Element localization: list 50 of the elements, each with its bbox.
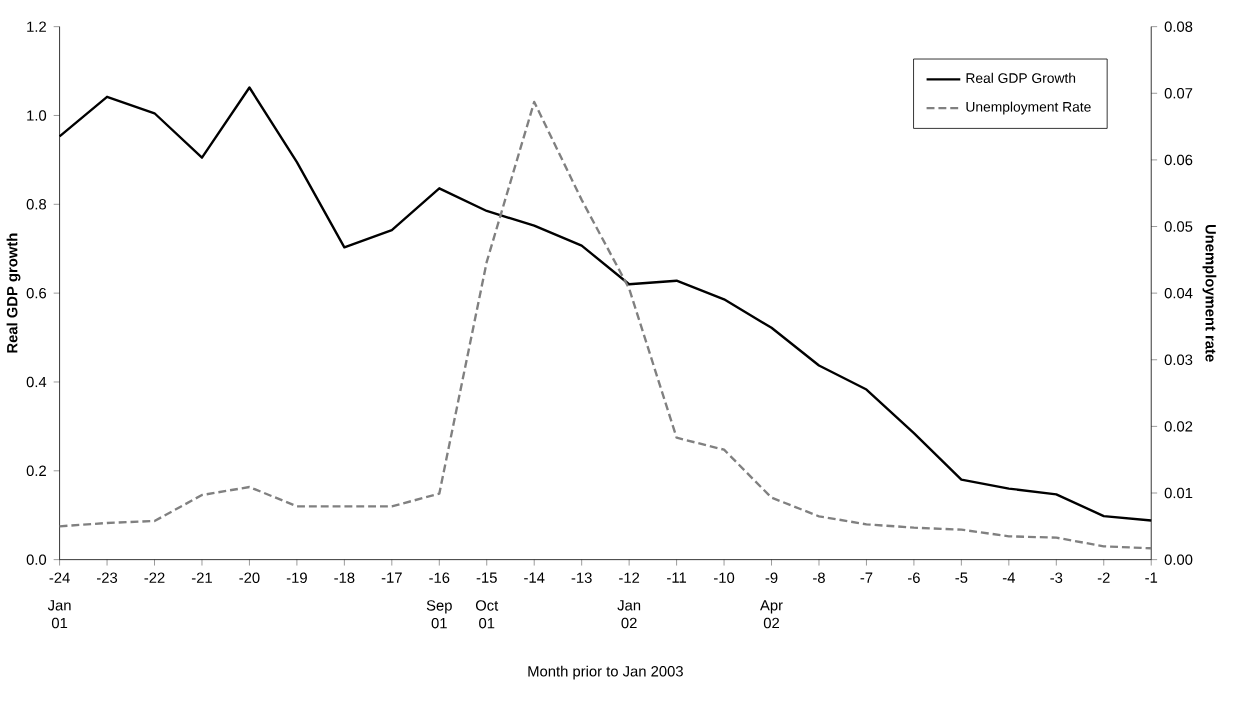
y2-tick-label: 0.04 (1164, 288, 1193, 299)
x-tick-label: -24 (49, 572, 70, 584)
x-tick-label: -8 (813, 572, 825, 584)
y2-axis-title: Unemployment rate (1202, 225, 1217, 362)
x-tick-label: -7 (860, 572, 873, 583)
y-tick-label: 0.6 (26, 288, 47, 299)
x-tick-label: -23 (97, 572, 118, 584)
x2-tick-label: Sep 01 (426, 600, 452, 629)
x2-tick-label: Jan 02 (617, 600, 641, 629)
y2-tick-label: 0.03 (1164, 354, 1193, 366)
y-tick-label: 0.0 (26, 554, 47, 566)
y2-tick-label: 0.06 (1164, 154, 1193, 166)
x-tick-label: -10 (714, 572, 735, 584)
y2-tick-label: 0.07 (1164, 88, 1193, 99)
x-tick-label: -20 (239, 572, 260, 584)
x2-tick-label: Jan 01 (47, 600, 71, 629)
y-tick-label: 1.2 (27, 21, 46, 33)
x2-tick-label: Apr 02 (760, 600, 783, 629)
x-tick-label: -6 (907, 572, 920, 584)
y2-tick-label: 0.08 (1164, 21, 1193, 33)
y-tick-label: 0.2 (26, 465, 46, 477)
legend-label: Unemployment Rate (966, 101, 1091, 115)
x-tick-label: -4 (1002, 572, 1015, 583)
y-tick-label: 1.0 (27, 110, 47, 121)
y-tick-label: 0.4 (26, 376, 47, 388)
x-tick-label: -12 (619, 572, 640, 584)
x-tick-label: -21 (191, 572, 212, 584)
x-tick-label: -17 (381, 572, 402, 583)
x-tick-label: -13 (571, 572, 592, 584)
x-tick-label: -19 (286, 572, 307, 584)
x-tick-label: -5 (955, 572, 968, 584)
x2-tick-label: Oct 01 (475, 600, 499, 629)
x-tick-label: -9 (765, 572, 778, 584)
y2-tick-label: 0.05 (1164, 221, 1193, 232)
x-tick-label: -22 (144, 572, 165, 584)
x-tick-label: -16 (429, 572, 450, 584)
x-tick-label: -3 (1050, 572, 1063, 584)
x-tick-label: -1 (1145, 572, 1158, 583)
y2-tick-label: 0.00 (1164, 554, 1193, 566)
x-tick-label: -11 (667, 572, 687, 583)
y2-tick-label: 0.02 (1164, 421, 1193, 432)
y-tick-label: 0.8 (26, 199, 47, 210)
x-tick-label: -14 (524, 572, 545, 583)
x-axis-title: Month prior to Jan 2003 (528, 665, 683, 680)
x-tick-label: -18 (334, 572, 355, 584)
x-tick-label: -2 (1097, 572, 1110, 584)
y2-tick-label: 0.01 (1164, 487, 1193, 499)
y-axis-title: Real GDP growth (6, 233, 21, 353)
legend-label: Real GDP Growth (966, 73, 1076, 84)
x-tick-label: -15 (476, 572, 497, 584)
